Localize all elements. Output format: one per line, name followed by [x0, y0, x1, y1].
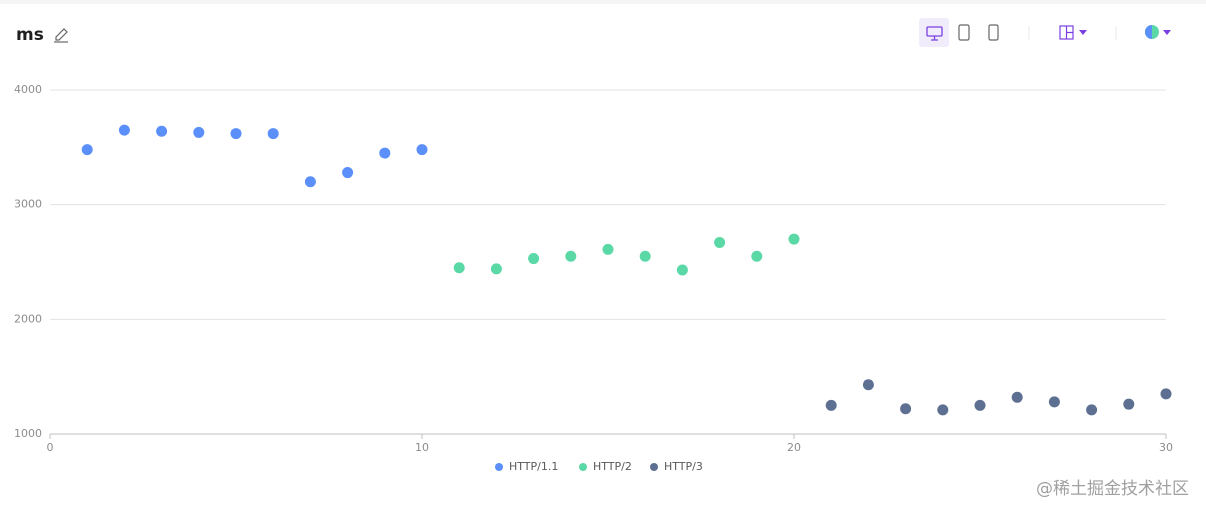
point: [342, 167, 354, 179]
point: [565, 250, 577, 262]
desktop-icon: [926, 26, 943, 41]
point: [156, 125, 168, 137]
point: [1123, 398, 1135, 410]
point: [1011, 391, 1023, 403]
point: [1160, 388, 1172, 400]
y-tick-label: 3000: [14, 198, 42, 211]
legend-marker[interactable]: [650, 463, 658, 471]
point: [937, 404, 949, 416]
x-tick-label: 20: [787, 441, 801, 454]
legend-label[interactable]: HTTP/2: [593, 460, 632, 473]
point: [974, 399, 986, 411]
mobile-button[interactable]: [988, 24, 999, 41]
y-tick-label: 4000: [14, 83, 42, 96]
y-tick-label: 1000: [14, 427, 42, 440]
point: [602, 243, 614, 255]
x-tick-label: 10: [415, 441, 429, 454]
x-tick-label: 30: [1159, 441, 1173, 454]
point: [379, 147, 391, 159]
point: [825, 399, 837, 411]
point: [230, 128, 242, 140]
point: [528, 253, 540, 265]
point: [81, 144, 93, 156]
legend-marker[interactable]: [579, 463, 587, 471]
point: [267, 128, 279, 140]
point: [900, 403, 912, 415]
theme-button[interactable]: [1145, 25, 1171, 39]
point: [862, 379, 874, 391]
point: [714, 237, 726, 249]
point: [490, 263, 502, 275]
point: [1048, 396, 1060, 408]
x-tick-label: 0: [47, 441, 54, 454]
y-tick-label: 2000: [14, 312, 42, 325]
point: [304, 176, 316, 188]
chart-title: ms: [16, 25, 44, 45]
edit-icon[interactable]: [54, 28, 68, 43]
tablet-button[interactable]: [958, 24, 970, 41]
watermark: @稀土掘金技术社区: [1036, 479, 1189, 499]
point: [118, 124, 130, 136]
point: [1086, 404, 1098, 416]
top-strip: [0, 0, 1206, 4]
point: [193, 126, 205, 138]
point: [788, 233, 800, 245]
point: [453, 262, 465, 274]
point: [751, 250, 763, 262]
legend-label[interactable]: HTTP/1.1: [509, 460, 558, 473]
point: [639, 250, 651, 262]
point: [676, 264, 688, 276]
legend-label[interactable]: HTTP/3: [664, 460, 703, 473]
legend-marker[interactable]: [495, 463, 503, 471]
desktop-button[interactable]: [919, 18, 949, 47]
point: [416, 144, 428, 156]
layout-button[interactable]: [1059, 25, 1087, 40]
